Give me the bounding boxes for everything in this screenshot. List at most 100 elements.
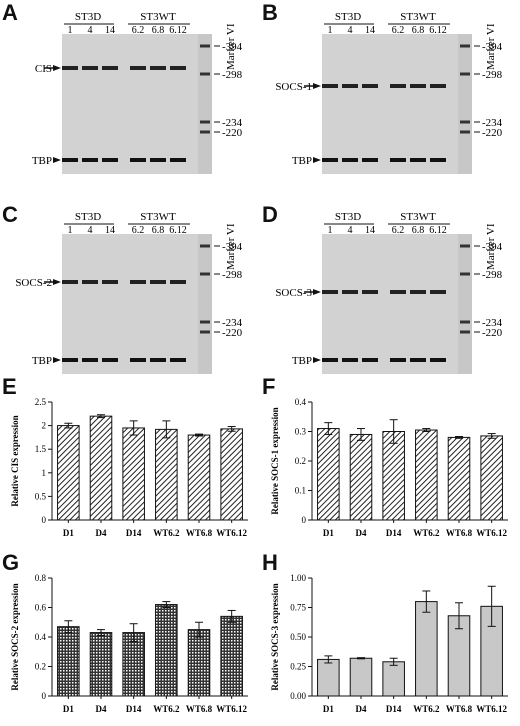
gel-ctrl-band: [430, 358, 446, 362]
marker-size-label: -220: [482, 127, 503, 139]
bar: [480, 435, 503, 521]
marker-band: [200, 320, 210, 324]
gel-group1-label: ST3D: [335, 211, 361, 223]
marker-lane: [458, 234, 472, 374]
gel-lane-label: 6.8: [412, 25, 425, 36]
gel-target-label: SOCS-2: [15, 277, 52, 289]
gel-ctrl-label: TBP: [32, 355, 52, 367]
y-tick-label: 0.6: [35, 603, 47, 613]
bar: [122, 427, 145, 521]
panel-letter-g: G: [2, 550, 20, 575]
gel-group1-label: ST3D: [335, 11, 361, 23]
marker-band: [460, 244, 470, 248]
bar: [382, 431, 405, 521]
panel-letter-h: H: [262, 550, 278, 575]
x-tick-label: WT6.8: [186, 704, 213, 714]
marker-size-label: -234: [222, 117, 243, 129]
marker-band: [460, 130, 470, 134]
y-tick-label: 0.8: [35, 573, 47, 583]
gel-target-band: [342, 84, 358, 88]
y-tick-label: 0.1: [295, 486, 306, 496]
marker-size-label: -298: [482, 269, 503, 281]
gel-ctrl-band: [170, 358, 186, 362]
x-tick-label: D14: [126, 704, 142, 714]
gel-ctrl-band: [342, 358, 358, 362]
bar: [187, 434, 211, 521]
gel-lane-label: 4: [88, 225, 93, 236]
x-tick-label: WT6.2: [153, 704, 180, 714]
bar: [155, 428, 178, 521]
x-tick-label: WT6.2: [153, 528, 180, 538]
marker-size-label: -220: [482, 327, 503, 339]
gel-ctrl-band: [82, 358, 98, 362]
marker-size-label: -394: [222, 41, 243, 53]
x-tick-label: D4: [356, 704, 367, 714]
gel-lane-label: 14: [105, 25, 115, 36]
gel-ctrl-band: [430, 158, 446, 162]
gel-target-band: [170, 280, 186, 284]
y-tick-label: 0.4: [35, 632, 47, 642]
y-tick-label: 2: [42, 421, 47, 431]
marker-size-label: -234: [222, 317, 243, 329]
y-axis-label: Relative SOCS-1 expression: [270, 407, 280, 514]
bar: [89, 415, 113, 521]
gel-ctrl-band: [130, 358, 146, 362]
gel-target-band: [130, 66, 146, 70]
gel-lane-label: 1: [68, 25, 73, 36]
gel-lane-label: 14: [365, 25, 375, 36]
gel-background: [62, 234, 212, 374]
gel-ctrl-band: [362, 158, 378, 162]
gel-lane-label: 6.2: [132, 225, 145, 236]
y-tick-label: 1: [42, 468, 47, 478]
marker-band: [200, 330, 210, 334]
marker-size-label: -394: [222, 241, 243, 253]
panel-letter-a: A: [2, 0, 18, 25]
marker-band: [200, 130, 210, 134]
gel-group2-label: ST3WT: [400, 11, 436, 23]
gel-ctrl-band: [62, 158, 78, 162]
bar: [317, 658, 340, 697]
arrow-icon: [53, 279, 61, 285]
marker-size-label: -298: [482, 69, 503, 81]
arrow-icon: [313, 83, 321, 89]
marker-band: [460, 272, 470, 276]
gel-ctrl-label: TBP: [292, 155, 312, 167]
gel-ctrl-label: TBP: [292, 355, 312, 367]
gel-target-band: [150, 66, 166, 70]
bar: [220, 428, 243, 521]
gel-ctrl-band: [390, 358, 406, 362]
gel-ctrl-band: [82, 158, 98, 162]
arrow-icon: [313, 289, 321, 295]
y-tick-label: 0.50: [290, 632, 306, 642]
gel-target-band: [62, 280, 78, 284]
arrow-icon: [53, 65, 61, 71]
bar: [89, 632, 113, 697]
marker-lane: [198, 34, 212, 174]
y-tick-label: 0.5: [35, 491, 47, 501]
gel-target-band: [390, 84, 406, 88]
gel-ctrl-band: [150, 158, 166, 162]
marker-band: [200, 120, 210, 124]
marker-size-label: -394: [482, 241, 503, 253]
x-tick-label: WT6.8: [446, 704, 473, 714]
bar: [57, 626, 80, 697]
y-axis-label: Relative SOCS-2 expression: [10, 583, 20, 690]
gel-target-band: [410, 84, 426, 88]
arrow-icon: [313, 157, 321, 163]
gel-target-band: [102, 280, 118, 284]
y-tick-label: 0.2: [295, 456, 306, 466]
bar: [220, 615, 243, 697]
y-axis-label: Relative CIS expression: [10, 415, 20, 506]
marker-band: [460, 44, 470, 48]
gel-marker-label: Marker VI: [485, 23, 497, 70]
x-tick-label: WT6.2: [413, 704, 440, 714]
gel-ctrl-band: [150, 358, 166, 362]
chart-f: 0 0.1 0.2 0.3 0.4 Relative SOCS-1 expression D…: [270, 397, 508, 538]
gel-lane-label: 6.12: [429, 225, 447, 236]
gel-target-band: [82, 66, 98, 70]
y-tick-label: 0.4: [295, 397, 307, 407]
